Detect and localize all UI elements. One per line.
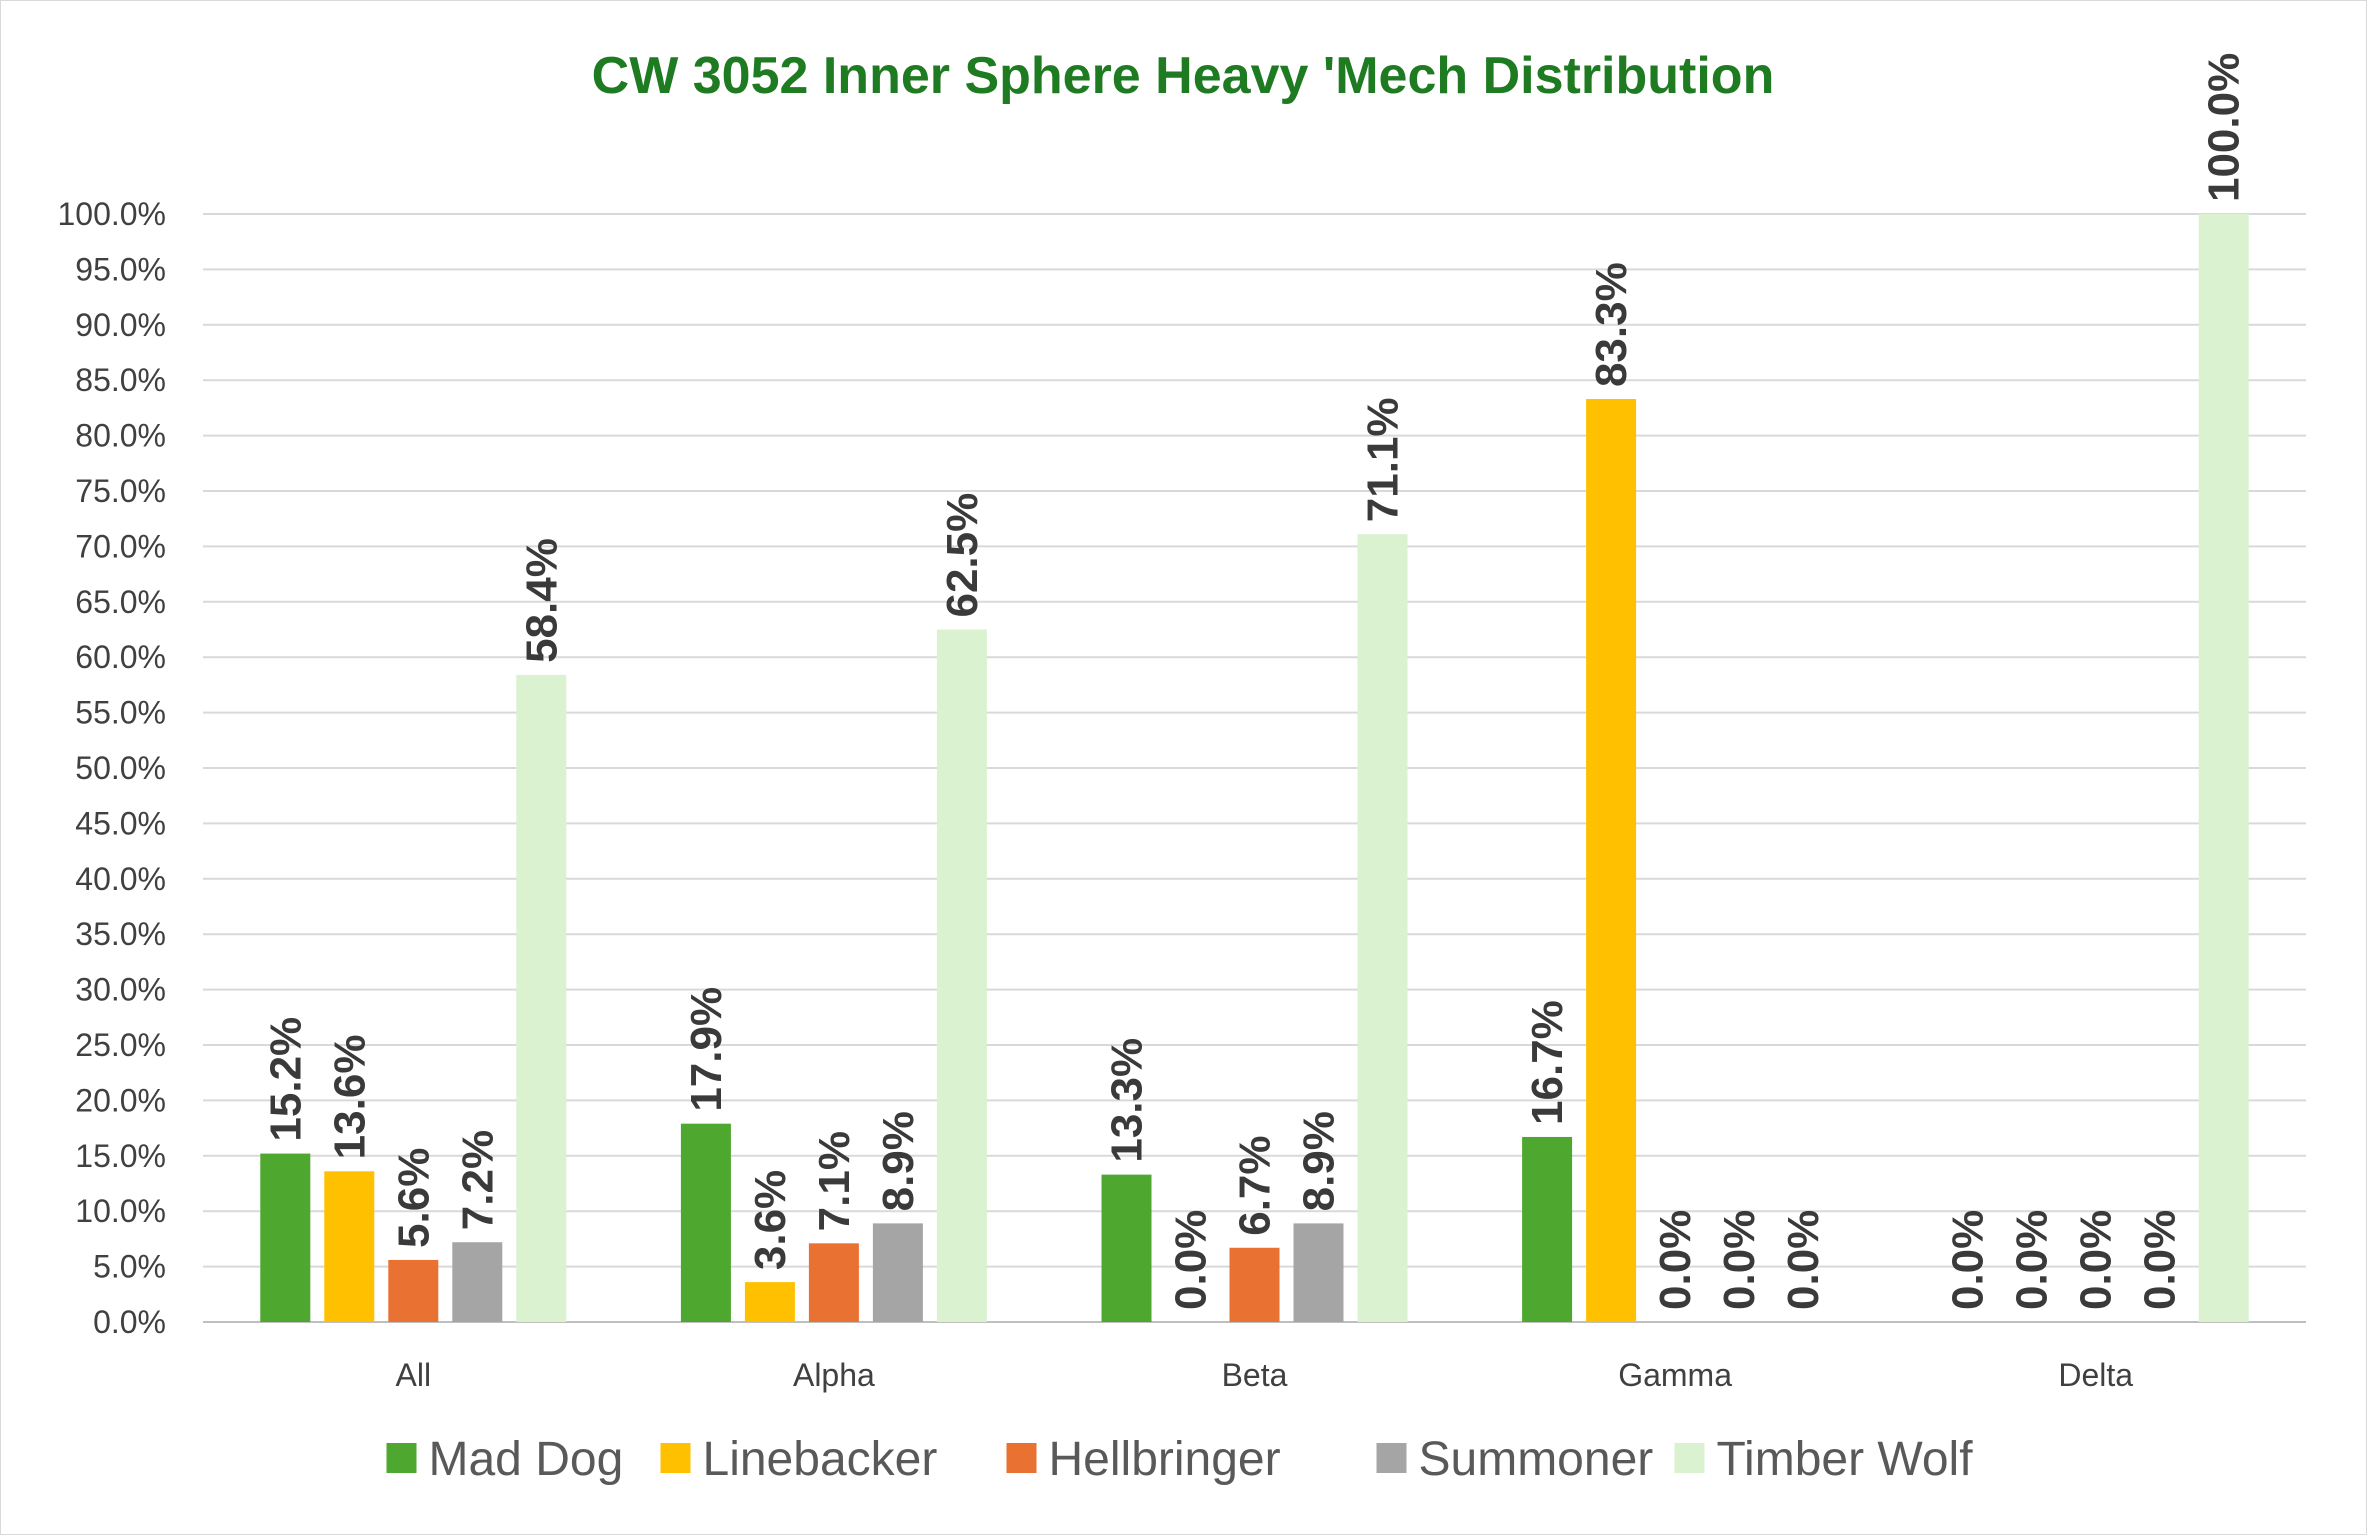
y-axis-ticks: 0.0% 5.0% 10.0% 15.0% 20.0% 25.0% 30.0% 35.0% 40… xyxy=(57,196,166,1340)
y-tick-label: 40.0% xyxy=(75,861,166,897)
y-tick-label: 30.0% xyxy=(75,972,166,1008)
data-label: 100.0% xyxy=(2200,53,2249,202)
data-label: 8.9% xyxy=(1295,1111,1344,1211)
data-label: 3.6% xyxy=(746,1170,795,1270)
data-label: 0.0% xyxy=(2072,1210,2121,1310)
y-tick-label: 85.0% xyxy=(75,362,166,398)
legend-swatch xyxy=(660,1443,691,1473)
bar-timber-wolf xyxy=(1357,534,1408,1322)
legend-swatch xyxy=(386,1443,417,1473)
data-label: 15.2% xyxy=(261,1017,310,1142)
data-label: 0.0% xyxy=(1779,1210,1828,1310)
bar-timber-wolf xyxy=(936,629,987,1322)
y-tick-label: 35.0% xyxy=(75,916,166,952)
bar-hellbringer xyxy=(1229,1247,1280,1322)
legend-label: Timber Wolf xyxy=(1717,1433,1974,1486)
bar-linebacker xyxy=(1586,399,1637,1322)
data-label: 0.0% xyxy=(2136,1210,2185,1310)
legend: Mad Dog Linebacker Hellbringer Summoner Timb… xyxy=(386,1433,1974,1486)
bar-summoner xyxy=(872,1223,923,1322)
x-tick-label: All xyxy=(396,1357,432,1393)
y-tick-label: 90.0% xyxy=(75,307,166,343)
data-label: 13.6% xyxy=(325,1035,374,1160)
data-label: 17.9% xyxy=(682,987,731,1112)
x-axis-ticks: All Alpha Beta Gamma Delta xyxy=(396,1357,2134,1393)
x-tick-label: Delta xyxy=(2058,1357,2133,1393)
data-label: 71.1% xyxy=(1359,397,1408,522)
bar-summoner xyxy=(1293,1223,1344,1322)
x-tick-label: Beta xyxy=(1222,1357,1288,1393)
y-tick-label: 25.0% xyxy=(75,1027,166,1063)
x-tick-label: Gamma xyxy=(1618,1357,1732,1393)
data-label: 83.3% xyxy=(1587,262,1636,387)
y-tick-label: 50.0% xyxy=(75,750,166,786)
bars xyxy=(260,214,2249,1322)
data-label: 7.1% xyxy=(810,1131,859,1231)
data-label: 5.6% xyxy=(389,1148,438,1248)
y-tick-label: 65.0% xyxy=(75,584,166,620)
data-label: 58.4% xyxy=(517,538,566,663)
y-tick-label: 60.0% xyxy=(75,639,166,675)
y-tick-label: 55.0% xyxy=(75,695,166,731)
y-tick-label: 5.0% xyxy=(93,1249,166,1285)
data-label: 0.0% xyxy=(2008,1210,2057,1310)
bar-hellbringer xyxy=(388,1259,439,1322)
data-label: 7.2% xyxy=(453,1130,502,1230)
y-tick-label: 100.0% xyxy=(57,196,166,232)
bar-linebacker xyxy=(324,1171,375,1322)
y-tick-label: 95.0% xyxy=(75,251,166,287)
y-tick-label: 45.0% xyxy=(75,805,166,841)
legend-item: Linebacker xyxy=(660,1433,938,1486)
legend-item: Hellbringer xyxy=(1006,1433,1281,1486)
legend-swatch xyxy=(1376,1443,1407,1473)
legend-item: Summoner xyxy=(1376,1433,1654,1486)
y-tick-label: 75.0% xyxy=(75,473,166,509)
chart-title: CW 3052 Inner Sphere Heavy 'Mech Distrib… xyxy=(592,47,1775,105)
bar-summoner xyxy=(452,1242,503,1322)
data-label: 0.0% xyxy=(1715,1210,1764,1310)
legend-item: Mad Dog xyxy=(386,1433,624,1486)
legend-swatch xyxy=(1674,1443,1705,1473)
data-label: 6.7% xyxy=(1231,1135,1280,1235)
legend-label: Linebacker xyxy=(703,1433,938,1486)
y-tick-label: 10.0% xyxy=(75,1193,166,1229)
bar-hellbringer xyxy=(808,1243,859,1322)
legend-item: Timber Wolf xyxy=(1674,1433,1974,1486)
data-label: 0.0% xyxy=(1944,1210,1993,1310)
legend-swatch xyxy=(1006,1443,1037,1473)
data-label: 16.7% xyxy=(1523,1000,1572,1125)
data-labels: 15.2% 13.6% 5.6% 7.2% 58.4% 17.9% 3.6% 7.1% 8.9%… xyxy=(261,53,2248,1310)
legend-label: Mad Dog xyxy=(429,1433,624,1486)
y-tick-label: 15.0% xyxy=(75,1138,166,1174)
bar-mad-dog xyxy=(680,1123,731,1322)
bar-mad-dog xyxy=(1101,1174,1152,1322)
data-label: 0.0% xyxy=(1651,1210,1700,1310)
data-label: 0.0% xyxy=(1167,1210,1216,1310)
y-tick-label: 80.0% xyxy=(75,418,166,454)
legend-label: Summoner xyxy=(1419,1433,1654,1486)
bar-mad-dog xyxy=(260,1153,311,1322)
y-tick-label: 70.0% xyxy=(75,528,166,564)
y-tick-label: 0.0% xyxy=(93,1304,166,1340)
bar-linebacker xyxy=(744,1282,795,1322)
data-label: 8.9% xyxy=(874,1111,923,1211)
bar-timber-wolf xyxy=(2198,214,2249,1322)
bar-mad-dog xyxy=(1522,1136,1573,1322)
bar-timber-wolf xyxy=(516,674,567,1322)
legend-label: Hellbringer xyxy=(1049,1433,1281,1486)
data-label: 62.5% xyxy=(938,493,987,618)
data-label: 13.3% xyxy=(1103,1038,1152,1163)
x-tick-label: Alpha xyxy=(793,1357,875,1393)
y-tick-label: 20.0% xyxy=(75,1082,166,1118)
